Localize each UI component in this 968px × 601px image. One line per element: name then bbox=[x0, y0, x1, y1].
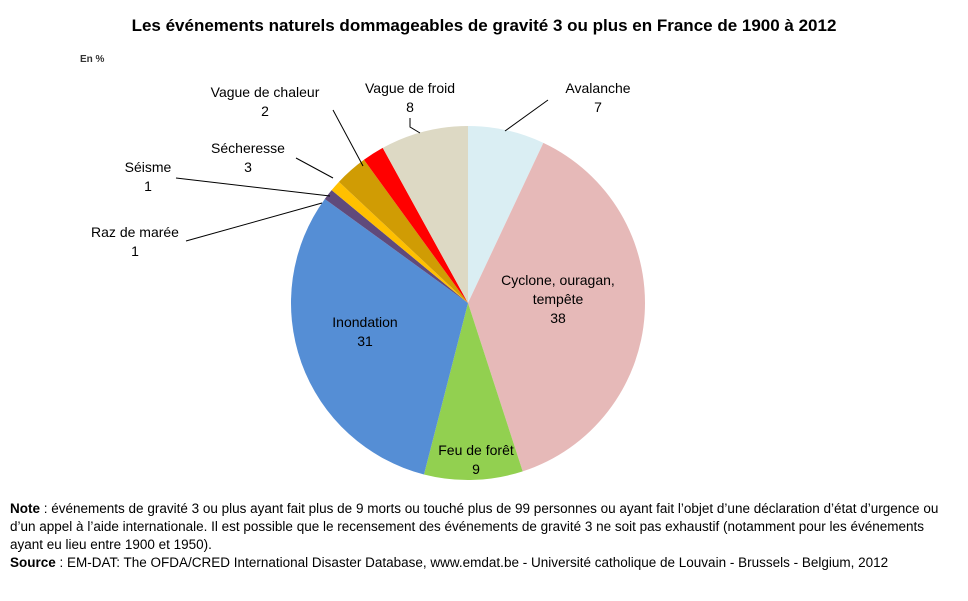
leader-line-seisme bbox=[175, 177, 331, 197]
source-text: : EM-DAT: The OFDA/CRED International Di… bbox=[55, 555, 889, 570]
leader-line-secheresse bbox=[295, 157, 334, 179]
value-label-vague-de-chaleur: 2 bbox=[261, 103, 269, 119]
value-label-seisme: 1 bbox=[144, 178, 152, 194]
category-label-vague-de-froid: Vague de froid bbox=[365, 80, 455, 96]
value-label-feu-de-foret: 9 bbox=[472, 461, 480, 477]
source-paragraph: Source : EM-DAT: The OFDA/CRED Internati… bbox=[10, 554, 955, 572]
category-label-inondation: Inondation bbox=[332, 314, 397, 330]
category-label-avalanche: Avalanche bbox=[565, 80, 630, 96]
category-label-feu-de-foret: Feu de forêt bbox=[438, 442, 514, 458]
slice-raz-de-maree bbox=[324, 190, 468, 303]
leader-lines bbox=[175, 99, 549, 242]
note-paragraph: Note : événements de gravité 3 ou plus a… bbox=[10, 500, 955, 554]
value-label-secheresse: 3 bbox=[244, 159, 252, 175]
value-label-raz-de-maree: 1 bbox=[131, 243, 139, 259]
unit-label: En % bbox=[80, 54, 105, 65]
category-label-cyclone-ouragan-tempete: tempête bbox=[533, 291, 584, 307]
pie-slices bbox=[290, 126, 645, 481]
slice-avalanche bbox=[468, 126, 544, 303]
leader-line-avalanche bbox=[504, 99, 549, 132]
slice-secheresse bbox=[338, 159, 468, 303]
slice-cyclone-ouragan-tempete bbox=[468, 142, 645, 472]
category-label-raz-de-maree: Raz de marée bbox=[91, 224, 179, 240]
slice-seisme bbox=[331, 181, 468, 303]
value-label-vague-de-froid: 8 bbox=[406, 99, 414, 115]
note-label: Note bbox=[10, 501, 40, 516]
footer-notes: Note : événements de gravité 3 ou plus a… bbox=[10, 500, 955, 572]
leader-line-vague-de-froid bbox=[409, 118, 421, 134]
category-label-vague-de-chaleur: Vague de chaleur bbox=[211, 84, 320, 100]
slice-inondation bbox=[290, 198, 468, 475]
slice-vague-de-chaleur bbox=[363, 147, 468, 303]
note-text: : événements de gravité 3 ou plus ayant … bbox=[10, 501, 939, 552]
category-label-seisme: Séisme bbox=[125, 159, 172, 175]
slice-vague-de-froid bbox=[382, 126, 468, 303]
value-label-inondation: 31 bbox=[357, 333, 373, 349]
value-label-cyclone-ouragan-tempete: 38 bbox=[550, 310, 566, 326]
slice-feu-de-foret bbox=[423, 303, 523, 481]
value-label-avalanche: 7 bbox=[594, 99, 602, 115]
leader-line-vague-de-chaleur bbox=[332, 109, 364, 167]
leader-line-raz-de-maree bbox=[185, 202, 323, 242]
category-label-secheresse: Sécheresse bbox=[211, 140, 285, 156]
source-label: Source bbox=[10, 555, 56, 570]
chart-title: Les événements naturels dommageables de … bbox=[131, 16, 837, 35]
category-label-cyclone-ouragan-tempete: Cyclone, ouragan, bbox=[501, 272, 615, 288]
